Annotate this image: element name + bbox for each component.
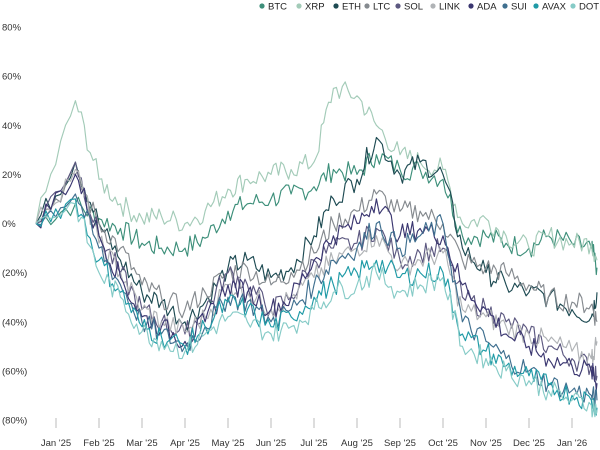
legend-label: ADA (477, 2, 497, 13)
x-tick-label: May '25 (212, 438, 245, 449)
x-tick-label: Apr '25 (170, 438, 200, 449)
legend-label: SOL (404, 2, 423, 13)
legend-marker (570, 3, 576, 9)
y-tick-label: (80%) (2, 416, 27, 427)
legend-marker (259, 3, 265, 9)
series-line-xrp (35, 81, 598, 263)
y-tick-label: 40% (2, 121, 22, 132)
legend-label: SUI (511, 2, 527, 13)
legend-marker (364, 3, 370, 9)
y-tick-label: 20% (2, 170, 22, 181)
legend-label: ETH (342, 2, 361, 13)
legend-marker (430, 3, 436, 9)
y-tick-label: (40%) (2, 317, 27, 328)
y-tick-label: (20%) (2, 268, 27, 279)
legend-label: XRP (305, 2, 325, 13)
legend-label: BTC (268, 2, 287, 13)
legend: BTC XRP ETH LTC SOL LINK ADA SUI AVAX DOT (259, 2, 599, 13)
x-tick-label: Jan '25 (41, 438, 71, 449)
x-tick-label: Nov '25 (470, 438, 502, 449)
x-tick-label: Sep '25 (384, 438, 416, 449)
legend-marker (468, 3, 474, 9)
x-tick-label: Jun '25 (256, 438, 286, 449)
x-tick-label: Aug '25 (341, 438, 373, 449)
x-axis: Jan '25 Feb '25 Mar '25 Apr '25 May '25 Jun '… (41, 418, 587, 449)
legend-marker (333, 3, 339, 9)
x-tick-label: Dec '25 (513, 438, 545, 449)
y-tick-label: (60%) (2, 366, 27, 377)
x-tick-label: Jul '25 (300, 438, 327, 449)
y-tick-label: 80% (2, 23, 22, 34)
x-tick-label: Feb '25 (83, 438, 114, 449)
legend-label: DOT (579, 2, 599, 13)
series-line-ada (35, 173, 598, 391)
legend-marker (533, 3, 539, 9)
legend-marker (502, 3, 508, 9)
series-line-avax (35, 198, 598, 416)
y-tick-label: 60% (2, 72, 22, 83)
legend-marker (296, 3, 302, 9)
x-tick-label: Oct '25 (428, 438, 458, 449)
series-line-dot (35, 202, 598, 418)
y-tick-label: 0% (2, 219, 16, 230)
legend-label: LINK (439, 2, 461, 13)
series-line-link (35, 168, 598, 366)
plot-area (35, 81, 598, 418)
legend-label: AVAX (542, 2, 567, 13)
x-tick-label: Jan '26 (557, 438, 587, 449)
y-axis: 80% 60% 40% 20% 0% (20%) (40%) (60%) (80%) (2, 23, 27, 427)
legend-label: LTC (373, 2, 390, 13)
x-tick-label: Mar '25 (126, 438, 157, 449)
legend-marker (395, 3, 401, 9)
series-line-ltc (35, 169, 598, 326)
series-line-btc (35, 152, 598, 276)
series-line-sui (35, 193, 598, 409)
